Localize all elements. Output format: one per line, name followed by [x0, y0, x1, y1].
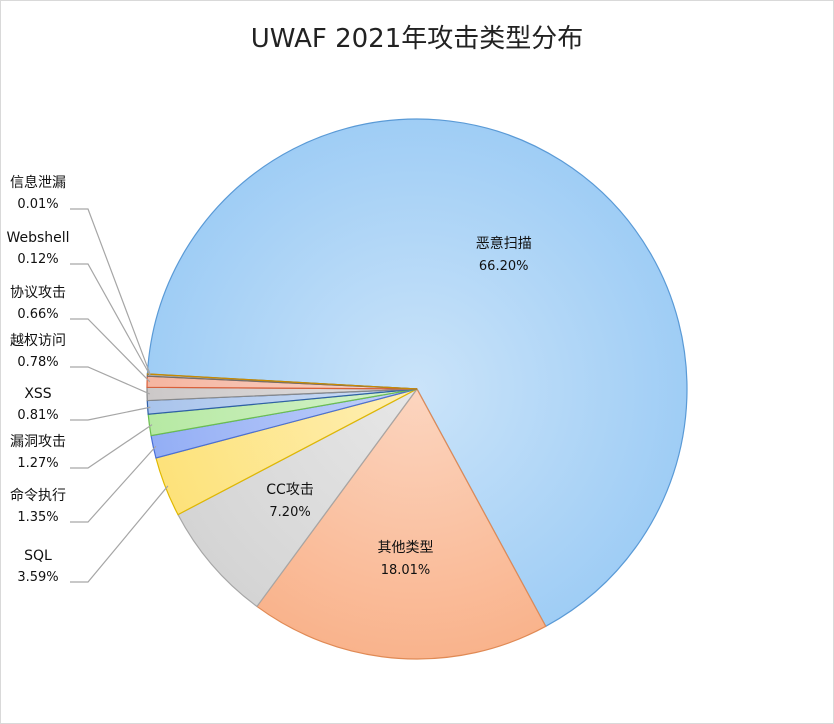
pie-labels: 恶意扫描 66.20% 其他类型 18.01% CC攻击 7.20% SQL 3.59% 命令执… — [6, 174, 531, 585]
slice-label-value-3: 3.59% — [17, 570, 58, 585]
chart-title: UWAF 2021年攻击类型分布 — [250, 24, 584, 54]
slice-label-value-7: 0.78% — [17, 355, 58, 370]
slice-label-name-2: CC攻击 — [266, 482, 314, 498]
slice-label-name-3: SQL — [24, 548, 52, 564]
pie-slice-10 — [146, 373, 418, 390]
slice-label-name-0: 恶意扫描 — [476, 235, 532, 252]
slice-label-value-2: 7.20% — [269, 505, 310, 520]
slice-label-value-8: 0.66% — [17, 307, 58, 322]
slice-label-name-7: 越权访问 — [10, 333, 66, 349]
leader-line-9 — [70, 263, 151, 376]
pie-slice-1 — [256, 387, 547, 660]
slice-label-name-10: 信息泄漏 — [10, 174, 66, 191]
leader-lines — [70, 208, 169, 583]
slice-label-value-6: 0.81% — [17, 408, 58, 423]
slice-label-name-6: XSS — [24, 386, 51, 402]
leader-line-3 — [70, 485, 169, 583]
slice-label-value-0: 66.20% — [479, 259, 529, 274]
pie-slice-2 — [177, 388, 418, 608]
slice-label-value-1: 18.01% — [381, 563, 431, 578]
slice-label-value-9: 0.12% — [17, 252, 58, 267]
leader-line-10 — [70, 208, 151, 375]
leader-line-8 — [70, 318, 151, 383]
slice-label-name-8: 协议攻击 — [10, 285, 66, 301]
slice-label-name-1: 其他类型 — [378, 540, 434, 556]
slice-label-name-4: 命令执行 — [10, 487, 66, 504]
pie-slice-0 — [146, 118, 688, 628]
slice-label-value-4: 1.35% — [17, 510, 58, 525]
leader-line-4 — [70, 445, 157, 523]
slice-label-name-5: 漏洞攻击 — [10, 434, 66, 450]
pie-slices — [146, 118, 688, 660]
leader-line-5 — [70, 424, 153, 469]
leader-line-7 — [70, 366, 150, 395]
slice-label-value-10: 0.01% — [17, 197, 58, 212]
slice-label-name-9: Webshell — [6, 230, 69, 246]
leader-line-6 — [70, 406, 151, 421]
slice-label-value-5: 1.27% — [17, 456, 58, 471]
